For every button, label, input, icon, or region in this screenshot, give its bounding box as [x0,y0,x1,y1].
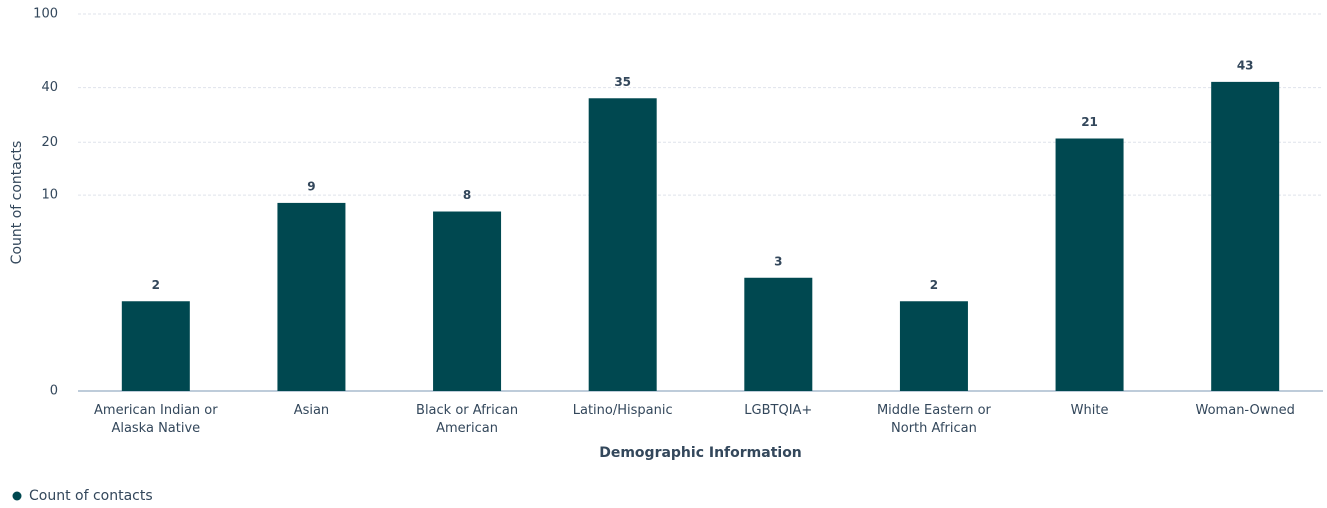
bar [1211,81,1280,392]
x-tick-label: Woman-Owned [1195,403,1295,418]
value-label: 2 [152,278,160,292]
x-tick-label: Asian [293,403,330,418]
y-tick-label: 100 [33,7,58,22]
x-tick-label: Middle Eastern or North African [876,403,991,436]
legend-label: Count of contacts [29,488,153,504]
value-label: 9 [307,179,315,193]
y-axis-label: Count of contacts [9,141,25,265]
bar [588,98,657,392]
bar [1055,138,1124,391]
x-tick-label: Latino/Hispanic [572,403,673,418]
value-label: 8 [463,188,471,202]
x-tick-label: LGBTQIA+ [744,403,813,418]
value-label: 2 [930,278,938,292]
y-tick-label: 40 [41,80,58,95]
x-axis-label: Demographic Information [599,445,802,461]
value-label: 3 [774,254,782,268]
value-label: 43 [1237,58,1254,72]
bar [899,301,968,391]
bar [433,211,502,391]
x-tick-label: White [1070,403,1109,418]
value-label: 35 [614,75,631,89]
bar [277,202,346,391]
x-tick-label: American Indian or Alaska Native [94,403,218,436]
value-label: 21 [1081,115,1098,129]
bar [121,301,190,391]
bar [744,277,813,391]
y-tick-label: 0 [50,384,58,399]
x-tick-label: Black or African American [416,403,519,436]
y-tick-label: 10 [41,188,58,203]
y-tick-label: 20 [41,135,58,150]
legend-marker [12,491,22,501]
